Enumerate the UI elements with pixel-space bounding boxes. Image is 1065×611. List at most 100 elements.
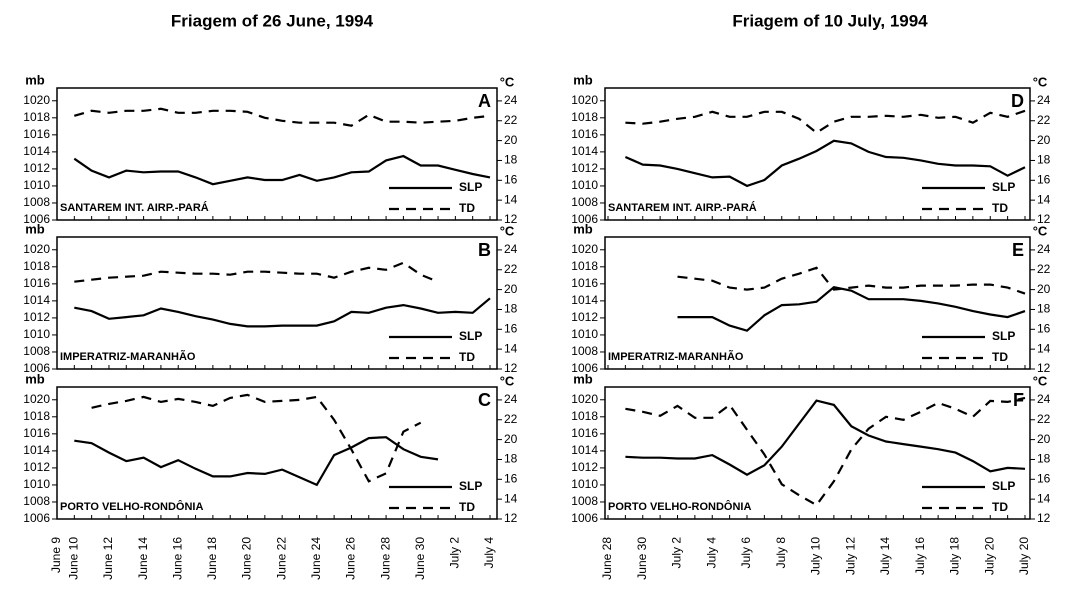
y-axis-label: mb bbox=[573, 221, 593, 236]
legend-label: TD bbox=[992, 201, 1008, 215]
legend-label: TD bbox=[459, 350, 475, 364]
x-tick-label: June 16 bbox=[170, 537, 184, 580]
panel-frame bbox=[56, 87, 498, 221]
x-tick-label: June 22 bbox=[274, 537, 288, 580]
y-tick-label: 1014 bbox=[571, 144, 598, 158]
y2-axis-label: °C bbox=[500, 223, 515, 238]
y2-tick-label: 12 bbox=[1037, 361, 1051, 375]
legend-label: SLP bbox=[992, 180, 1015, 194]
y2-tick-label: 16 bbox=[1037, 321, 1051, 335]
y2-tick-label: 14 bbox=[1037, 192, 1051, 206]
y2-tick-label: 24 bbox=[1037, 242, 1051, 256]
y-tick-label: 1016 bbox=[23, 426, 50, 440]
y2-tick-label: 14 bbox=[504, 192, 518, 206]
y2-tick-label: 24 bbox=[1037, 392, 1051, 406]
station-label: IMPERATRIZ-MARANHÃO bbox=[608, 350, 744, 363]
y-axis-label: mb bbox=[573, 72, 593, 87]
x-tick-label: July 14 bbox=[878, 537, 892, 575]
y2-tick-label: 20 bbox=[504, 282, 518, 296]
series-line bbox=[625, 109, 1026, 135]
y2-axis-label: °C bbox=[1033, 223, 1048, 238]
x-tick-label: July 20 bbox=[1017, 537, 1031, 575]
y2-tick-label: 22 bbox=[504, 262, 518, 276]
x-tick-label: July 6 bbox=[739, 537, 753, 569]
y2-tick-label: 16 bbox=[1037, 471, 1051, 485]
y-axis-label: mb bbox=[25, 72, 45, 87]
y-tick-label: 1020 bbox=[23, 93, 50, 107]
x-tick-label: July 2 bbox=[670, 537, 684, 569]
series-line bbox=[74, 436, 439, 487]
x-tick-label: June 24 bbox=[309, 537, 323, 580]
x-tick-label: July 16 bbox=[913, 537, 927, 575]
y-tick-label: 1020 bbox=[571, 392, 598, 406]
y2-tick-label: 16 bbox=[504, 321, 518, 335]
y2-tick-label: 22 bbox=[1037, 262, 1051, 276]
legend-label: TD bbox=[459, 500, 475, 514]
x-tick-label: June 9 bbox=[49, 537, 63, 573]
legend-label: TD bbox=[992, 350, 1008, 364]
x-tick-label: July 8 bbox=[774, 537, 788, 569]
y2-tick-label: 18 bbox=[1037, 153, 1051, 167]
y-tick-label: 1016 bbox=[23, 276, 50, 290]
y-tick-label: 1010 bbox=[23, 178, 50, 192]
station-label: PORTO VELHO-RONDÔNIA bbox=[60, 500, 203, 513]
y-axis-label: mb bbox=[25, 371, 45, 386]
y2-tick-label: 12 bbox=[504, 511, 518, 525]
legend-label: TD bbox=[992, 500, 1008, 514]
y-tick-label: 1008 bbox=[571, 344, 598, 358]
y2-tick-label: 14 bbox=[504, 491, 518, 505]
x-tick-label: July 4 bbox=[482, 537, 496, 569]
y2-tick-label: 24 bbox=[1037, 93, 1051, 107]
column-title: Friagem of 10 July, 1994 bbox=[732, 11, 928, 30]
y-tick-label: 1014 bbox=[571, 293, 598, 307]
y2-tick-label: 14 bbox=[504, 341, 518, 355]
panel-frame bbox=[56, 236, 498, 370]
panel-frame bbox=[56, 386, 498, 520]
x-tick-label: July 18 bbox=[948, 537, 962, 575]
y2-tick-label: 12 bbox=[1037, 511, 1051, 525]
series-line bbox=[73, 107, 491, 127]
y-tick-label: 1010 bbox=[571, 477, 598, 491]
y-tick-label: 1012 bbox=[23, 310, 50, 324]
x-tick-label: July 20 bbox=[982, 537, 996, 575]
y-tick-label: 1006 bbox=[571, 361, 598, 375]
series-line bbox=[625, 396, 1026, 507]
x-tick-label: June 30 bbox=[635, 537, 649, 580]
y-tick-label: 1006 bbox=[571, 511, 598, 525]
y-tick-label: 1018 bbox=[23, 110, 50, 124]
y-tick-label: 1006 bbox=[23, 212, 50, 226]
y-tick-label: 1016 bbox=[571, 426, 598, 440]
y2-axis-label: °C bbox=[1033, 74, 1048, 89]
y-tick-label: 1020 bbox=[23, 392, 50, 406]
x-tick-label: June 20 bbox=[240, 537, 254, 580]
y-tick-label: 1018 bbox=[23, 409, 50, 423]
panel-letter: E bbox=[1012, 240, 1024, 260]
y-tick-label: 1014 bbox=[23, 144, 50, 158]
y2-tick-label: 24 bbox=[504, 392, 518, 406]
x-tick-label: June 10 bbox=[66, 537, 80, 580]
y-tick-label: 1012 bbox=[571, 460, 598, 474]
y2-axis-label: °C bbox=[1033, 373, 1048, 388]
panel-letter: A bbox=[478, 91, 491, 111]
y2-tick-label: 20 bbox=[504, 133, 518, 147]
y2-tick-label: 12 bbox=[1037, 212, 1051, 226]
y-tick-label: 1010 bbox=[23, 327, 50, 341]
y2-tick-label: 22 bbox=[504, 113, 518, 127]
y-tick-label: 1020 bbox=[23, 242, 50, 256]
y2-tick-label: 22 bbox=[1037, 412, 1051, 426]
panel-frame bbox=[604, 87, 1031, 221]
y-tick-label: 1012 bbox=[571, 161, 598, 175]
panel-frame bbox=[604, 236, 1031, 370]
x-tick-label: June 26 bbox=[344, 537, 358, 580]
y-tick-label: 1014 bbox=[23, 443, 50, 457]
x-tick-label: June 28 bbox=[600, 537, 614, 580]
panel-letter: B bbox=[478, 240, 491, 260]
series-line bbox=[73, 154, 491, 186]
y-tick-label: 1016 bbox=[571, 276, 598, 290]
legend-label: SLP bbox=[992, 479, 1015, 493]
y-tick-label: 1018 bbox=[571, 259, 598, 273]
y2-tick-label: 16 bbox=[504, 471, 518, 485]
x-tick-label: June 30 bbox=[413, 537, 427, 580]
y2-axis-label: °C bbox=[500, 373, 515, 388]
